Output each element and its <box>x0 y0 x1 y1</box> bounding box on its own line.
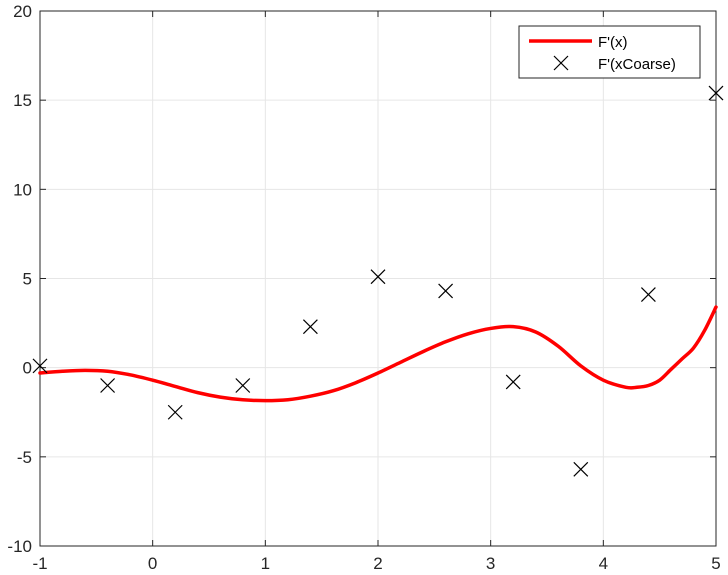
grid <box>39 10 717 547</box>
data-point-marker <box>167 404 183 420</box>
x-tick-label: 5 <box>711 554 720 573</box>
legend-x-marker <box>553 55 569 71</box>
data-point-marker <box>235 378 251 393</box>
series <box>32 85 724 477</box>
axis-ticks <box>39 10 717 547</box>
y-axis-tick-labels: -10 -5 0 5 10 15 20 <box>7 2 32 556</box>
series-line-derivative <box>38 305 718 403</box>
legend-label-line: F'(x) <box>598 34 628 51</box>
y-tick-label: 0 <box>23 359 32 378</box>
y-tick-label: 20 <box>13 2 32 21</box>
x-axis-tick-labels: -1 0 1 2 3 4 5 <box>32 554 720 573</box>
data-point-marker <box>505 374 521 390</box>
legend: F'(x) F'(xCoarse) <box>518 25 701 79</box>
x-tick-label: 4 <box>599 554 608 573</box>
y-tick-label: 15 <box>13 91 32 110</box>
x-tick-label: 2 <box>373 554 382 573</box>
y-tick-label: 10 <box>13 180 32 199</box>
data-point-marker <box>302 319 318 335</box>
y-tick-label: -10 <box>7 537 32 556</box>
data-point-marker <box>573 461 589 477</box>
data-point-marker <box>32 358 48 374</box>
data-point-marker <box>708 85 724 101</box>
data-point-marker <box>100 378 116 393</box>
x-tick-label: 0 <box>148 554 157 573</box>
data-point-marker <box>438 283 454 299</box>
legend-box <box>518 25 701 79</box>
x-tick-label: -1 <box>32 554 47 573</box>
x-tick-label: 1 <box>261 554 270 573</box>
legend-label-markers: F'(xCoarse) <box>598 56 676 73</box>
legend-marker-sample <box>553 55 569 71</box>
y-tick-label: -5 <box>17 448 32 467</box>
data-point-marker <box>640 287 656 302</box>
y-tick-label: 5 <box>23 270 32 289</box>
x-tick-label: 3 <box>486 554 495 573</box>
data-point-marker <box>370 269 386 285</box>
